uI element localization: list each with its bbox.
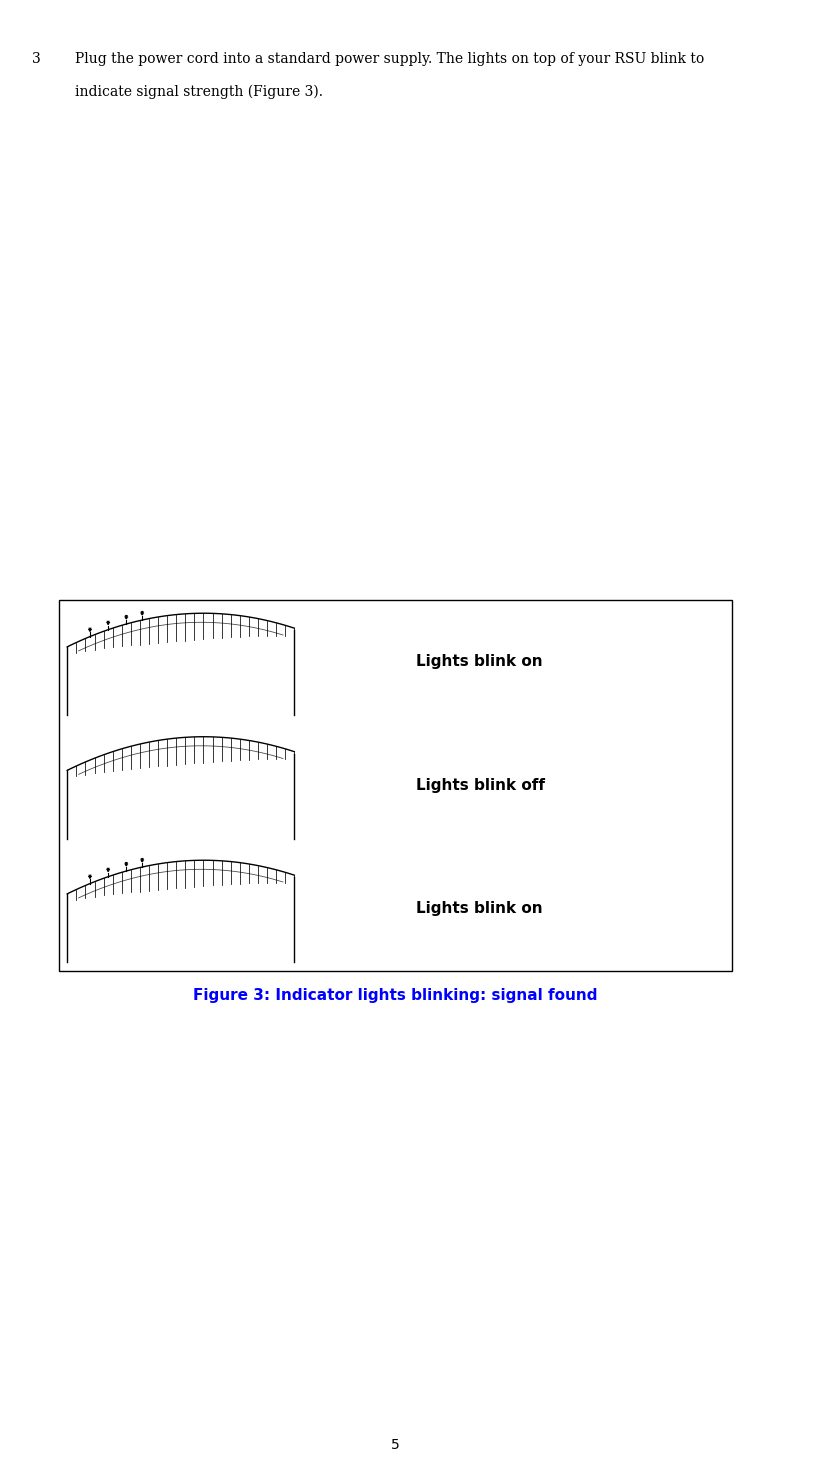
Circle shape (142, 614, 143, 615)
FancyBboxPatch shape (59, 600, 732, 971)
Circle shape (126, 864, 127, 865)
Text: 5: 5 (392, 1439, 400, 1452)
Circle shape (108, 870, 109, 871)
Circle shape (126, 617, 127, 618)
Text: indicate signal strength (Figure 3).: indicate signal strength (Figure 3). (75, 84, 323, 99)
Text: Lights blink on: Lights blink on (416, 655, 543, 670)
Text: Figure 3: Indicator lights blinking: signal found: Figure 3: Indicator lights blinking: sig… (194, 988, 598, 1003)
Circle shape (142, 860, 143, 861)
Text: Plug the power cord into a standard power supply. The lights on top of your RSU : Plug the power cord into a standard powe… (75, 52, 705, 65)
Circle shape (89, 630, 90, 631)
Circle shape (108, 622, 109, 624)
Text: Lights blink on: Lights blink on (416, 901, 543, 916)
Text: Lights blink off: Lights blink off (416, 778, 545, 793)
Circle shape (89, 876, 90, 879)
Text: 3: 3 (32, 52, 40, 65)
